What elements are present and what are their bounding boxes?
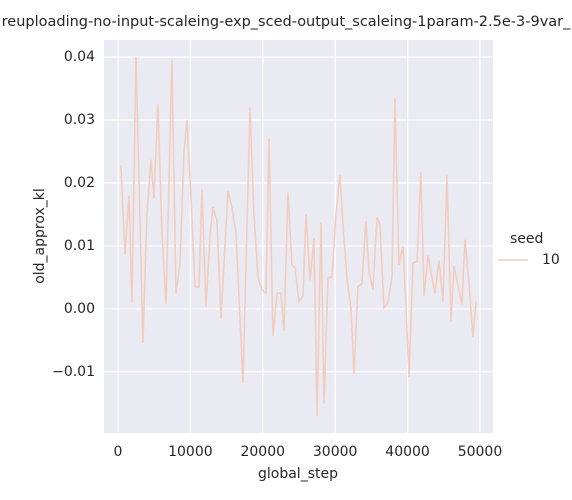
y-tick-label: 0.03 (64, 112, 95, 128)
x-tick-label: 50000 (458, 444, 503, 460)
y-tick-label: 0.04 (64, 49, 95, 65)
x-tick-label: 0 (114, 444, 123, 460)
line-series (120, 56, 477, 417)
x-tick-label: 40000 (385, 444, 430, 460)
x-tick-label: 20000 (240, 444, 285, 460)
y-tick-label: 0.01 (64, 238, 95, 254)
x-tick-label: 30000 (313, 444, 358, 460)
y-tick-label: 0.02 (64, 175, 95, 191)
y-axis-label: old_approx_kl (32, 188, 48, 284)
x-axis-label: global_step (258, 466, 338, 482)
x-tick-label: 10000 (168, 444, 213, 460)
y-tick-label: −0.01 (52, 364, 95, 380)
y-tick-label: 0.00 (64, 301, 95, 317)
legend-label: 10 (542, 252, 560, 268)
plot-area (104, 40, 493, 433)
legend-title: seed (510, 231, 543, 247)
chart-title: reuploading-no-input-scaleing-exp_sced-o… (2, 14, 571, 30)
